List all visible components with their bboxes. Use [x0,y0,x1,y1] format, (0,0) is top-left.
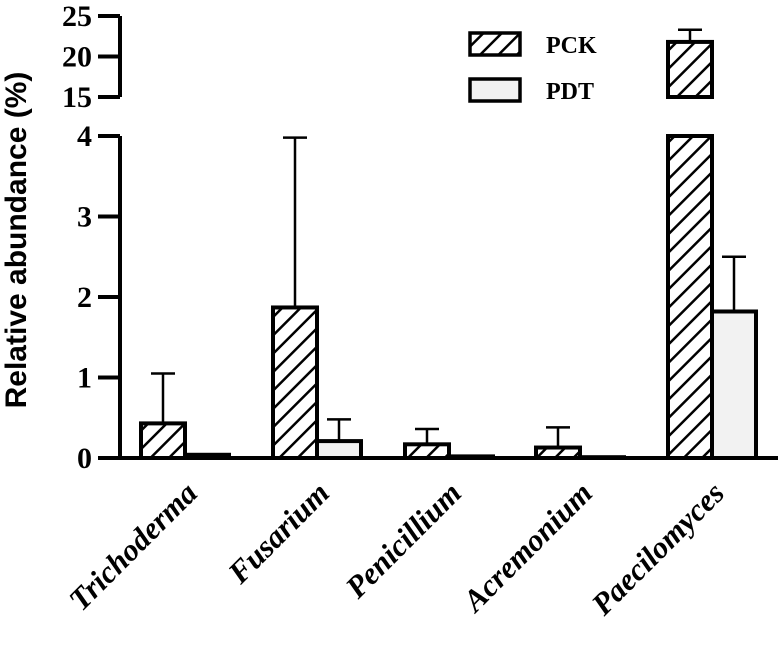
bar-pck-lower [666,134,714,460]
y-tick-label: 1 [77,362,92,395]
bar-pdt [315,439,363,461]
bar-pdt [710,309,758,460]
bar-pck [403,442,451,461]
y-tick-label: 4 [77,120,92,153]
bar-pdt [183,452,231,460]
y-tick-label: 3 [77,201,92,234]
legend-label-pdt: PDT [546,79,594,105]
x-category-label: Paecilomyces [584,475,731,622]
legend-swatch-pdt [468,77,522,103]
bar-pck-upper [666,39,714,99]
x-category-label: Fusarium [220,475,336,591]
y-tick-label: 15 [62,81,92,114]
y-tick-label: 2 [77,281,92,314]
bar-pdt [447,454,495,461]
bar-pck [534,445,582,461]
y-tick-label: 0 [77,442,92,475]
legend-label-pck: PCK [546,33,597,59]
bar-pdt [578,455,626,461]
bar-pck [271,305,319,460]
x-category-label: Trichoderma [62,475,204,617]
y-tick-label: 20 [62,41,92,74]
x-category-label: Penicillium [338,475,468,605]
y-tick-label: 25 [62,0,92,33]
bar-pck [139,421,187,461]
x-category-label: Acremonium [455,475,599,619]
y-axis-title: Relative abundance (%) [0,72,33,409]
legend-swatch-pck [468,31,522,57]
